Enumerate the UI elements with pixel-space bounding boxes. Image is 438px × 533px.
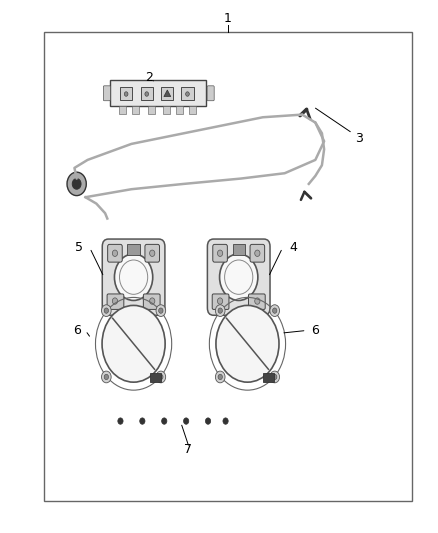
Circle shape (114, 254, 153, 301)
Circle shape (205, 418, 211, 424)
Circle shape (104, 374, 109, 379)
Circle shape (159, 374, 163, 379)
Bar (176, 106, 183, 114)
Bar (120, 87, 132, 100)
FancyBboxPatch shape (248, 294, 265, 309)
Circle shape (112, 250, 117, 256)
Bar (44, 32, 412, 501)
Circle shape (102, 371, 111, 383)
FancyBboxPatch shape (208, 239, 270, 316)
Circle shape (156, 305, 166, 317)
FancyBboxPatch shape (212, 294, 229, 309)
FancyBboxPatch shape (102, 239, 165, 316)
Bar (263, 373, 274, 382)
FancyBboxPatch shape (107, 294, 124, 309)
Text: 6: 6 (73, 324, 81, 337)
Circle shape (118, 418, 123, 424)
Polygon shape (164, 90, 171, 96)
FancyBboxPatch shape (250, 244, 265, 262)
Circle shape (255, 250, 260, 256)
Circle shape (215, 371, 225, 383)
Circle shape (218, 308, 223, 313)
Circle shape (72, 179, 81, 189)
Circle shape (255, 298, 260, 304)
Text: 5: 5 (75, 241, 83, 254)
Circle shape (150, 250, 155, 256)
Circle shape (270, 305, 279, 317)
Circle shape (112, 298, 117, 304)
Text: 6: 6 (311, 324, 319, 337)
Text: 4: 4 (290, 241, 297, 254)
Circle shape (217, 298, 223, 304)
Bar (161, 87, 173, 100)
Circle shape (150, 298, 155, 304)
FancyBboxPatch shape (143, 294, 160, 309)
Text: 1: 1 (224, 12, 232, 25)
Circle shape (104, 308, 109, 313)
Bar (119, 106, 126, 114)
Circle shape (102, 305, 165, 382)
Circle shape (272, 308, 277, 313)
Circle shape (102, 305, 111, 317)
FancyBboxPatch shape (145, 244, 159, 262)
Bar (141, 87, 153, 100)
Circle shape (218, 374, 223, 379)
Circle shape (216, 305, 279, 382)
Circle shape (219, 254, 258, 301)
Circle shape (162, 418, 167, 424)
Circle shape (223, 418, 228, 424)
Text: 2: 2 (145, 71, 153, 84)
Bar (181, 87, 194, 100)
Bar (233, 245, 245, 255)
FancyBboxPatch shape (108, 244, 122, 262)
Circle shape (215, 305, 225, 317)
Bar (149, 373, 160, 382)
FancyBboxPatch shape (110, 80, 206, 106)
Bar (127, 245, 140, 255)
Bar (189, 106, 196, 114)
Bar (163, 106, 170, 114)
Circle shape (217, 250, 223, 256)
Text: 3: 3 (355, 132, 363, 145)
Circle shape (140, 418, 145, 424)
Circle shape (156, 371, 166, 383)
Bar (148, 106, 155, 114)
Circle shape (159, 308, 163, 313)
Text: 7: 7 (184, 443, 192, 456)
FancyBboxPatch shape (213, 244, 227, 262)
Bar (132, 106, 139, 114)
Circle shape (124, 92, 128, 96)
Circle shape (184, 418, 189, 424)
FancyBboxPatch shape (207, 86, 214, 101)
FancyBboxPatch shape (103, 86, 110, 101)
Circle shape (67, 172, 86, 196)
Circle shape (270, 371, 279, 383)
Circle shape (145, 92, 148, 96)
Circle shape (186, 92, 189, 96)
Circle shape (272, 374, 277, 379)
